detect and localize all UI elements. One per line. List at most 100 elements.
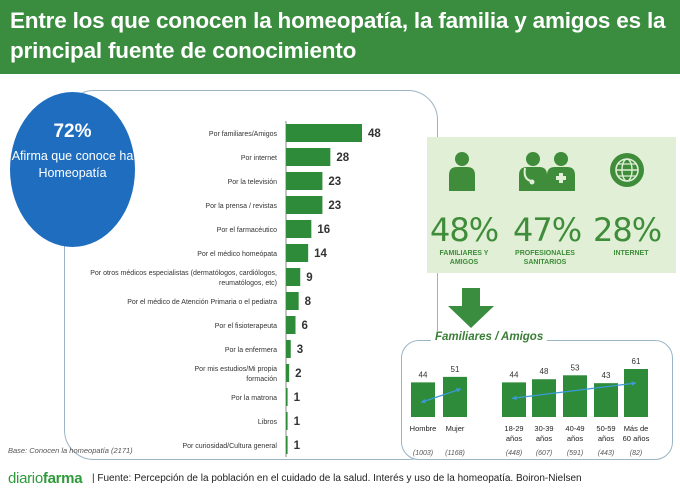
family-category-label-2: años: [506, 434, 523, 443]
bar-value-6: 9: [306, 272, 312, 284]
category-label-6: reumatólogos, etc): [219, 280, 277, 287]
age-trend-arrow-head: [512, 395, 517, 401]
family-bar-2: [502, 382, 526, 417]
header-banner: Entre los que conocen la homeopatía, la …: [0, 0, 680, 74]
bar-value-5: 14: [314, 248, 327, 260]
family-category-label-4: 40-49: [565, 424, 584, 433]
family-category-label-2: 18-29: [504, 424, 523, 433]
stat-family-percent: 48%: [430, 211, 499, 249]
footer: diariofarma | Fuente: Percepción de la p…: [0, 466, 680, 492]
category-label-13: Por curiosidad/Cultura general: [182, 443, 277, 450]
page-title: Entre los que conocen la homeopatía, la …: [10, 8, 666, 63]
category-label-5: Por el médico homeópata: [197, 251, 277, 258]
highlight-circle: 72% Afirma que conoce ha Homeopatía: [10, 92, 135, 247]
category-label-11: Por la matrona: [231, 395, 277, 402]
category-label-4: Por el farmacéutico: [217, 227, 277, 234]
family-base-2: (448): [506, 450, 522, 457]
bar-4: [286, 220, 312, 238]
family-category-label-5: años: [598, 434, 615, 443]
family-bar-value-2: 44: [510, 370, 519, 379]
family-bar-3: [532, 379, 556, 417]
family-category-label-3: años: [536, 434, 553, 443]
bar-value-11: 1: [294, 392, 301, 404]
brand-bold: farma: [42, 470, 83, 487]
gender-trend-arrow-head: [456, 388, 461, 393]
category-label-9: Por la enfermera: [225, 347, 277, 354]
stats-panel: 48% FAMILIARES Y AMIGOS 47% PROFESIONALE…: [427, 137, 676, 273]
bar-value-1: 28: [336, 152, 349, 164]
bar-0: [286, 124, 362, 142]
family-bar-value-3: 48: [540, 367, 549, 376]
bar-10: [286, 364, 290, 382]
category-label-12: Libros: [258, 419, 278, 426]
brand-logo: diariofarma: [8, 470, 83, 487]
category-label-3: Por la prensa / revistas: [205, 203, 277, 210]
bar-value-10: 2: [295, 368, 301, 380]
family-category-label-6: 60 años: [623, 434, 650, 443]
stat-professionals-percent: 47%: [513, 211, 582, 249]
source-note: | Fuente: Percepción de la población en …: [92, 473, 582, 484]
stat-family-label: FAMILIARES Y AMIGOS: [439, 250, 489, 266]
highlight-text: Afirma que conoce ha Homeopatía: [11, 149, 134, 180]
family-base-0: (1003): [413, 450, 433, 457]
stat-professionals-label: PROFESIONALES SANITARIOS: [515, 250, 575, 266]
stat-internet-percent: 28%: [593, 211, 662, 249]
highlight-percent: 72%: [53, 121, 92, 142]
category-label-10: Por mis estudios/Mi propia: [195, 366, 278, 373]
category-label-6: Por otros médicos especialistas (dermató…: [90, 270, 277, 277]
bar-2: [286, 172, 323, 190]
family-bar-0: [411, 382, 435, 417]
bar-value-2: 23: [328, 176, 341, 188]
age-trend-arrow: [511, 382, 637, 400]
family-category-label-1: Mujer: [446, 424, 465, 433]
bar-9: [286, 340, 291, 358]
bar-value-9: 3: [297, 344, 303, 356]
gender-trend-arrow: [420, 388, 462, 403]
family-bar-value-4: 53: [571, 363, 580, 372]
down-arrow-icon: [448, 288, 494, 328]
family-category-label-6: Más de: [624, 424, 649, 433]
age-trend-arrow-head: [631, 381, 636, 386]
bar-13: [286, 436, 288, 454]
bar-6: [286, 268, 301, 286]
family-base-4: (591): [567, 450, 583, 457]
category-label-7: Por el médico de Atención Primaria o el …: [127, 299, 277, 306]
bar-value-12: 1: [294, 416, 301, 428]
family-base-5: (443): [598, 450, 614, 457]
bar-value-3: 23: [328, 200, 341, 212]
family-bar-value-0: 44: [419, 370, 428, 379]
bar-8: [286, 316, 296, 334]
family-bar-6: [624, 369, 648, 417]
family-bar-1: [443, 376, 467, 417]
category-label-1: Por internet: [241, 155, 277, 162]
category-label-10: formación: [246, 376, 277, 383]
family-base-1: (1168): [445, 450, 465, 457]
category-label-2: Por la televisión: [228, 179, 278, 186]
gender-trend-arrow-head: [421, 398, 426, 404]
bar-12: [286, 412, 288, 430]
stat-internet-label: INTERNET: [613, 250, 649, 257]
family-category-label-4: años: [567, 434, 584, 443]
family-bar-value-1: 51: [451, 365, 460, 374]
doctors-icon: [519, 152, 575, 191]
family-bar-5: [594, 383, 618, 417]
bar-value-7: 8: [305, 296, 312, 308]
category-label-0: Por familiares/Amigos: [209, 131, 278, 138]
bar-value-4: 16: [317, 224, 330, 236]
family-category-label-3: 30-39: [534, 424, 553, 433]
globe-icon: [610, 153, 644, 187]
family-bar-4: [563, 375, 587, 417]
family-category-label-0: Hombre: [410, 424, 437, 433]
bar-value-0: 48: [368, 128, 381, 140]
family-bar-value-6: 61: [632, 357, 641, 366]
family-category-label-5: 50-59: [596, 424, 615, 433]
family-chart-title: Familiares / Amigos: [431, 331, 548, 343]
person-icon: [449, 152, 475, 191]
bar-1: [286, 148, 331, 166]
bar-11: [286, 388, 288, 406]
category-label-8: Por el fisioterapeuta: [215, 323, 277, 330]
bar-3: [286, 196, 323, 214]
base-note: Base: Conocen la homeopatía (2171): [8, 446, 133, 455]
